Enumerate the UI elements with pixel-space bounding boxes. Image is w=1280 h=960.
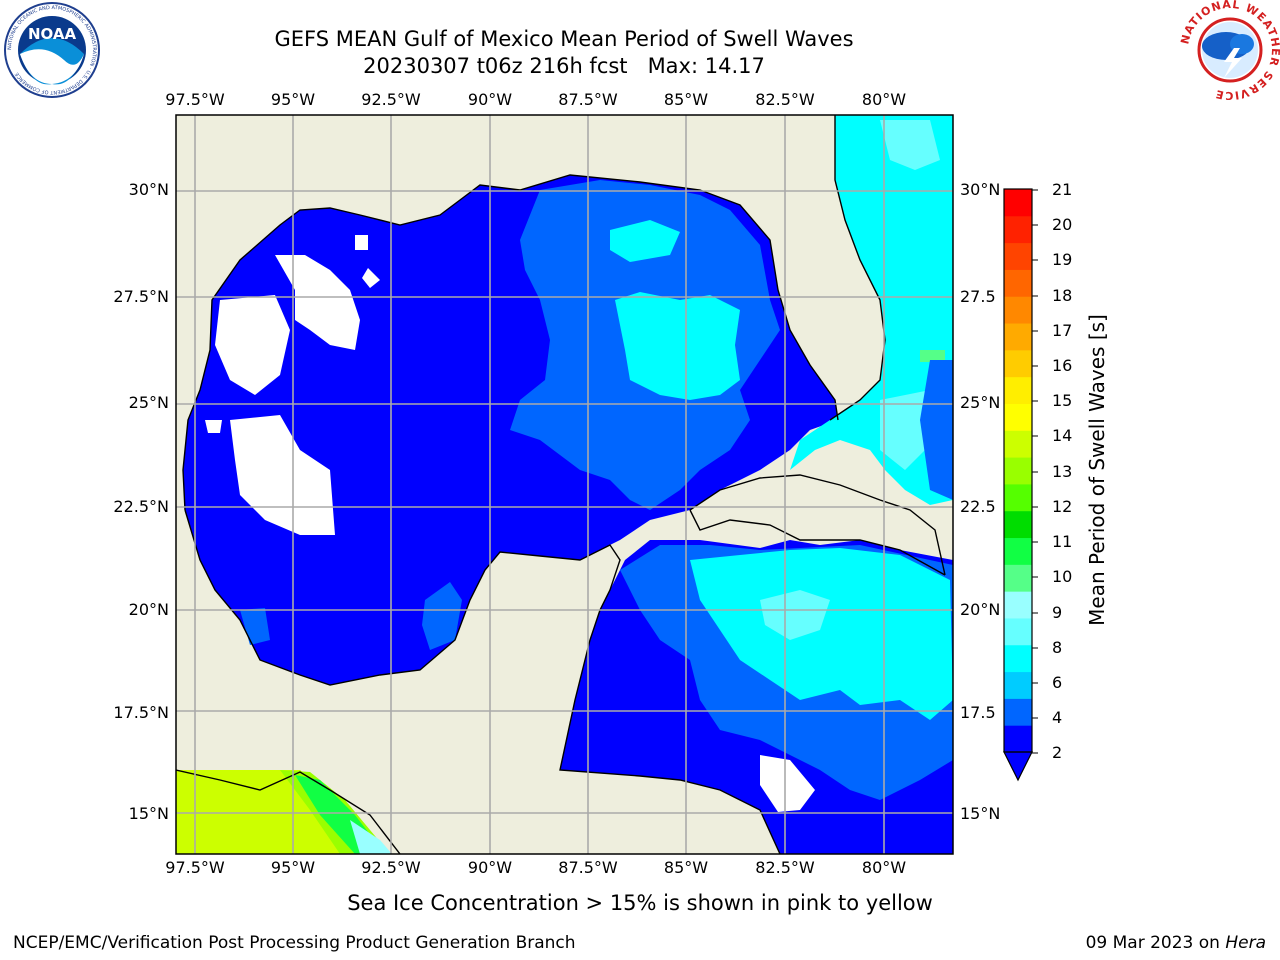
- lon-label: 92.5°W: [361, 858, 421, 877]
- lat-label: 20°N: [128, 600, 169, 619]
- lat-label: 22.5: [960, 497, 996, 516]
- lon-label: 82.5°W: [755, 858, 815, 877]
- footer-host: Hera: [1225, 933, 1266, 953]
- lon-label: 97.5°W: [165, 90, 225, 109]
- loop-current-cyan: [615, 292, 740, 400]
- colorbar-segment: [1004, 323, 1032, 351]
- colorbar-segment: [1004, 215, 1032, 244]
- colorbar-segment: [1004, 617, 1032, 646]
- colorbar-tick: 9: [1052, 603, 1063, 622]
- colorbar-segment: [1004, 510, 1032, 539]
- noaa-logo-text: NOAA: [28, 25, 77, 43]
- graticule: [176, 115, 953, 854]
- colorbar-segment: [1004, 591, 1032, 619]
- colorbar-tick: 2: [1052, 743, 1063, 762]
- colorbar-segment: [1004, 242, 1032, 270]
- lat-label: 30°N: [128, 180, 169, 199]
- colorbar-tick: 17: [1052, 321, 1073, 340]
- colorbar-segment: [1004, 537, 1032, 565]
- lon-label: 80°W: [861, 858, 907, 877]
- colorbar-tick: 14: [1052, 426, 1073, 445]
- colorbar-segment: [1004, 644, 1032, 673]
- colorbar-segment: [1004, 269, 1032, 297]
- colorbar-tick: 13: [1052, 462, 1073, 481]
- lon-label: 97.5°W: [165, 858, 225, 877]
- colorbar: [1003, 188, 1038, 782]
- lat-label: 15°N: [128, 804, 169, 823]
- map-subtitle: 20230307 t06z 216h fcst Max: 14.17: [363, 54, 765, 78]
- colorbar-tick: 20: [1052, 215, 1073, 234]
- lat-label: 27.5: [960, 287, 996, 306]
- lat-label: 25°N: [960, 393, 1001, 412]
- colorbar-tick: 12: [1052, 497, 1073, 516]
- colorbar-tick: 8: [1052, 638, 1063, 657]
- colorbar-segment: [1004, 403, 1032, 431]
- sea-ice-note: Sea Ice Concentration > 15% is shown in …: [347, 891, 933, 915]
- colorbar-tick: 11: [1052, 532, 1073, 551]
- colorbar-segment: [1004, 671, 1032, 699]
- lon-label: 87.5°W: [558, 858, 618, 877]
- lon-label: 85°W: [663, 90, 709, 109]
- colorbar-tick: 16: [1052, 356, 1073, 375]
- colorbar-tick: 19: [1052, 250, 1073, 269]
- colorbar-segment: [1004, 376, 1032, 404]
- lat-label: 17.5°N: [113, 703, 169, 722]
- colorbar-tick: 6: [1052, 673, 1063, 692]
- lat-label: 17.5: [960, 703, 996, 722]
- noaa-logo: NATIONAL OCEANIC AND ATMOSPHERIC ADMINIS…: [4, 2, 100, 98]
- lat-label: 25°N: [128, 393, 169, 412]
- lon-label: 87.5°W: [558, 90, 618, 109]
- colorbar-segment: [1004, 564, 1032, 592]
- colorbar-segment: [1004, 349, 1032, 378]
- colorbar-segment: [1004, 698, 1032, 726]
- colorbar-frame: [1003, 188, 1033, 753]
- lon-label: 90°W: [467, 858, 513, 877]
- lon-label: 95°W: [270, 858, 316, 877]
- map-plot-area: [176, 115, 953, 854]
- colorbar-extend-arrow: [1003, 751, 1033, 782]
- lat-label: 15°N: [960, 804, 1001, 823]
- lon-label: 82.5°W: [755, 90, 815, 109]
- footer-date: 09 Mar 2023 on Hera: [1086, 933, 1266, 953]
- colorbar-tick: 21: [1052, 180, 1073, 199]
- caribbean-cyan: [690, 548, 953, 720]
- lat-label: 30°N: [960, 180, 1001, 199]
- colorbar-tick: 18: [1052, 286, 1073, 305]
- colorbar-title: Mean Period of Swell Waves [s]: [1085, 314, 1109, 626]
- lon-label: 92.5°W: [361, 90, 421, 109]
- nws-logo: NATIONAL WEATHER SERVICE: [1180, 0, 1280, 100]
- colorbar-segment: [1004, 430, 1032, 458]
- map-title: GEFS MEAN Gulf of Mexico Mean Period of …: [274, 27, 854, 51]
- map-frame: [175, 114, 954, 855]
- colorbar-tick: 15: [1052, 391, 1073, 410]
- footer-credit: NCEP/EMC/Verification Post Processing Pr…: [13, 933, 576, 953]
- footer-date-text: 09 Mar 2023 on: [1085, 933, 1226, 953]
- nodata-patch: [215, 295, 290, 395]
- lon-label: 80°W: [861, 90, 907, 109]
- lon-label: 95°W: [270, 90, 316, 109]
- lon-label: 85°W: [663, 858, 709, 877]
- colorbar-segment: [1004, 457, 1032, 485]
- colorbar-segment: [1004, 725, 1032, 753]
- colorbar-tick: 4: [1052, 708, 1063, 727]
- lat-label: 20°N: [960, 600, 1001, 619]
- lat-label: 27.5°N: [113, 287, 169, 306]
- colorbar-segment: [1004, 189, 1032, 217]
- colorbar-segment: [1004, 296, 1032, 324]
- colorbar-tick: 10: [1052, 567, 1073, 586]
- colorbar-segment: [1004, 483, 1032, 512]
- lon-label: 90°W: [467, 90, 513, 109]
- lat-label: 22.5°N: [113, 497, 169, 516]
